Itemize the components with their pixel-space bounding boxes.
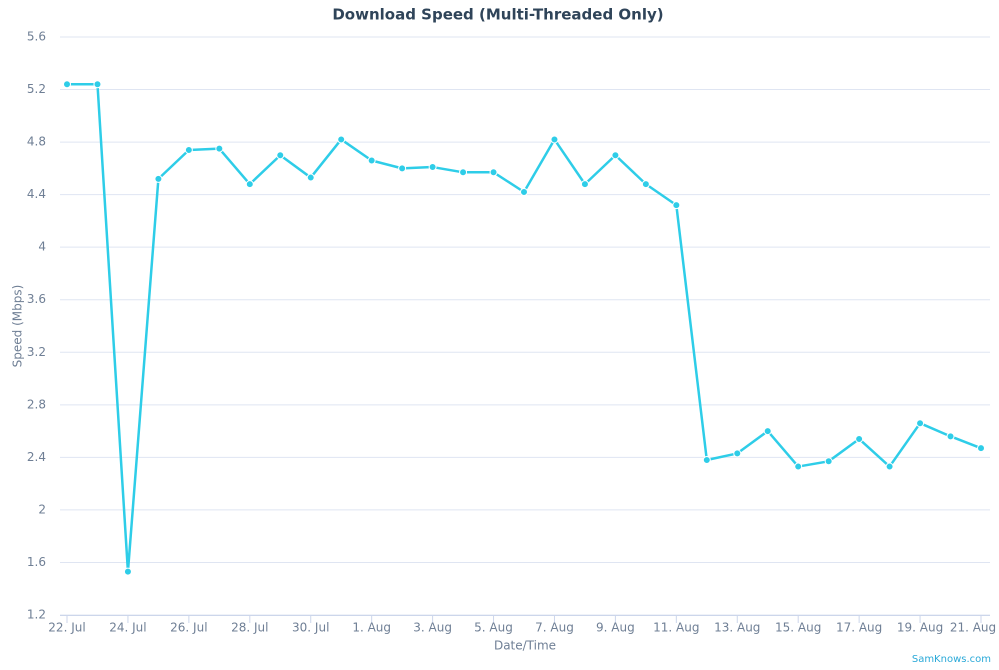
point bbox=[702, 455, 711, 464]
point bbox=[337, 135, 346, 144]
point bbox=[93, 80, 102, 89]
x-tick-label: 13. Aug bbox=[714, 621, 760, 635]
point bbox=[977, 444, 985, 453]
point bbox=[916, 419, 925, 428]
point bbox=[855, 434, 864, 443]
point bbox=[63, 80, 71, 89]
point bbox=[276, 151, 285, 160]
x-tick-label: 22. Jul bbox=[48, 621, 85, 635]
x-tick-label: 3. Aug bbox=[413, 621, 452, 635]
y-tick-label: 3.2 bbox=[27, 345, 46, 359]
x-tick-label: 28. Jul bbox=[231, 621, 268, 635]
point bbox=[611, 151, 620, 160]
point bbox=[641, 180, 650, 189]
x-tick-label: 30. Jul bbox=[292, 621, 329, 635]
point bbox=[123, 567, 132, 576]
y-tick-label: 1.2 bbox=[27, 608, 46, 622]
y-tick-label: 2.8 bbox=[27, 397, 46, 411]
x-tick-label: 26. Jul bbox=[170, 621, 207, 635]
x-tick-label: 15. Aug bbox=[775, 621, 821, 635]
point bbox=[398, 164, 407, 173]
point bbox=[520, 188, 528, 197]
point bbox=[245, 180, 254, 189]
point bbox=[184, 145, 193, 154]
point bbox=[550, 135, 559, 144]
y-tick-label: 3.6 bbox=[27, 292, 46, 306]
y-tick-label: 4 bbox=[38, 240, 46, 254]
x-tick-label: 11. Aug bbox=[653, 621, 699, 635]
point bbox=[733, 449, 742, 458]
y-tick-label: 4.4 bbox=[27, 187, 46, 201]
point bbox=[763, 427, 772, 436]
x-tick-label: 21. Aug bbox=[950, 621, 996, 635]
x-tick-label: 19. Aug bbox=[897, 621, 943, 635]
y-tick-label: 2 bbox=[38, 502, 46, 516]
point bbox=[459, 168, 468, 177]
x-tick-label: 24. Jul bbox=[109, 621, 146, 635]
x-tick-label: 9. Aug bbox=[596, 621, 635, 635]
point bbox=[489, 168, 498, 177]
y-axis-label: Speed (Mbps) bbox=[11, 285, 25, 368]
credit: SamKnows.com bbox=[912, 654, 991, 665]
y-tick-label: 4.8 bbox=[27, 135, 46, 149]
y-tick-label: 5.6 bbox=[27, 30, 46, 44]
point bbox=[367, 156, 376, 165]
y-tick-label: 2.4 bbox=[27, 450, 46, 464]
y-tick-label: 5.2 bbox=[27, 82, 46, 96]
point bbox=[824, 457, 833, 466]
x-tick-label: 5. Aug bbox=[474, 621, 513, 635]
point bbox=[428, 163, 437, 172]
point bbox=[306, 173, 315, 182]
y-tick-label: 1.6 bbox=[27, 555, 46, 569]
point bbox=[946, 432, 955, 441]
line bbox=[67, 83, 982, 573]
point bbox=[580, 180, 589, 189]
point bbox=[672, 201, 681, 210]
x-tick-label: 17. Aug bbox=[836, 621, 882, 635]
point bbox=[154, 174, 163, 183]
point bbox=[885, 462, 894, 471]
x-tick-label: 7. Aug bbox=[535, 621, 574, 635]
chart-title: Download Speed (Multi-Threaded Only) bbox=[332, 6, 663, 24]
x-tick-label: 1. Aug bbox=[352, 621, 391, 635]
x-axis-label: Date/Time bbox=[494, 639, 556, 653]
point bbox=[215, 144, 224, 153]
point bbox=[794, 462, 803, 471]
